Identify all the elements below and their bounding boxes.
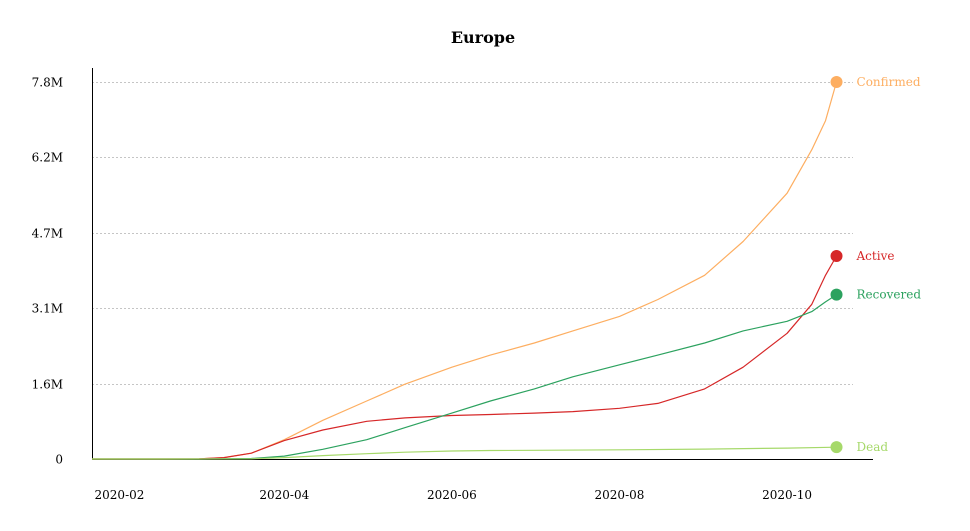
x-tick-label: 2020-10 [762,488,812,502]
series-lines [92,81,838,460]
y-tick-label: 4.7M [32,227,63,241]
series-label-confirmed: Confirmed [857,75,921,89]
series-label-recovered: Recovered [857,288,922,302]
series-end-marker-active [830,250,843,262]
y-tick-label: 7.8M [32,76,63,90]
chart-title: Europe [451,28,515,47]
series-line-recovered [92,294,837,460]
y-tick-label: 1.6M [32,378,63,392]
y-tick-label: 3.1M [32,302,63,316]
series-line-confirmed [92,81,838,460]
x-tick-label: 2020-04 [259,488,309,502]
x-tick-label: 2020-02 [95,488,145,502]
y-tick-label: 6.2M [32,151,63,165]
x-tick-label: 2020-08 [595,488,645,502]
series-line-dead [92,446,837,460]
y-tick-label: 0 [55,453,63,467]
series-line-active [92,255,838,460]
series-end-marker-dead [830,441,843,454]
series-end-labels: Confirmed Active Recovered Dead [830,75,922,454]
x-tick-labels: 2020-02 2020-04 2020-06 2020-08 2020-10 [95,488,812,502]
axes [92,68,873,460]
series-label-active: Active [856,249,895,263]
y-tick-labels: 0 1.6M 3.1M 4.7M 6.2M 7.8M [32,76,63,467]
grid-lines [92,82,853,385]
series-end-marker-confirmed [830,76,843,88]
series-label-dead: Dead [857,440,889,454]
series-end-marker-recovered [830,288,843,301]
x-tick-label: 2020-06 [427,488,477,502]
